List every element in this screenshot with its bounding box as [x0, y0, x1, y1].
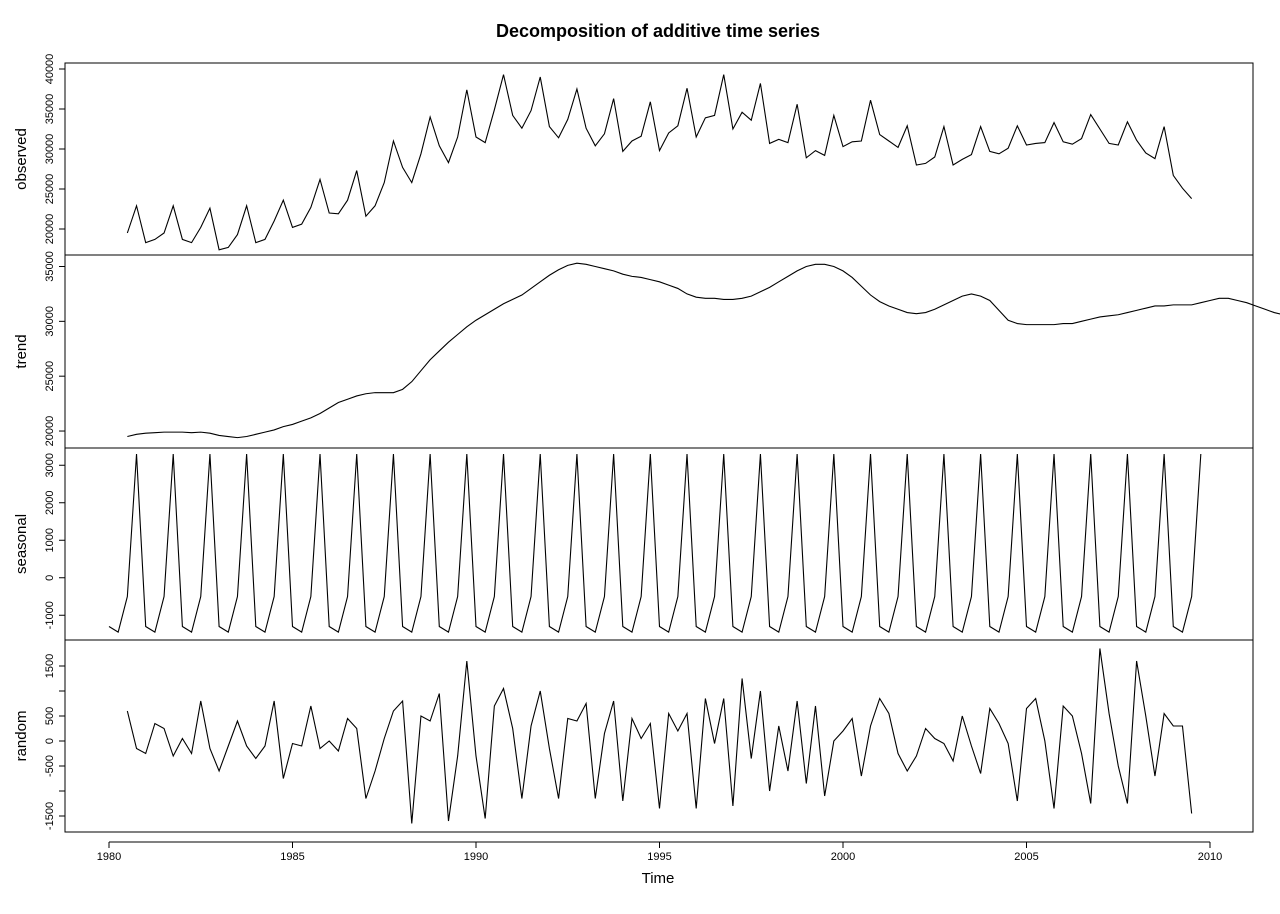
x-tick-label: 2010: [1198, 851, 1222, 863]
panel-frame-observed: [64, 62, 1254, 256]
x-tick-label: 1980: [97, 851, 121, 863]
y-tick-label-random: -500: [44, 755, 56, 777]
y-tick-label-observed: 35000: [44, 94, 56, 125]
x-tick-label: 2005: [1014, 851, 1038, 863]
y-tick-label-seasonal: 2000: [44, 491, 56, 515]
x-tick-label: 1995: [647, 851, 671, 863]
panel-trend: 20000 25000 30000 35000 trend: [13, 251, 1280, 449]
panel-frame-random: [64, 639, 1254, 833]
y-tick-label-seasonal: 1000: [44, 528, 56, 552]
y-tick-label-observed: 40000: [44, 54, 56, 85]
panel-frame-trend: [64, 254, 1254, 449]
x-tick-label: 1985: [280, 851, 304, 863]
series-line-observed: [126, 74, 1193, 251]
x-tick-label: 2000: [831, 851, 855, 863]
x-axis-title: Time: [642, 870, 675, 887]
y-tick-label-trend: 25000: [44, 361, 56, 392]
x-tick-label: 1990: [464, 851, 488, 863]
y-axis-title-seasonal: seasonal: [13, 514, 30, 574]
y-axis-title-random: random: [13, 711, 30, 762]
panels: 2000025000300003500040000observed2000025…: [13, 54, 1280, 833]
y-tick-label-trend: 20000: [44, 416, 56, 447]
y-tick-label-observed: 30000: [44, 134, 56, 165]
y-tick-label-random: 0: [44, 738, 56, 744]
y-tick-label-random: 500: [44, 707, 56, 725]
series-line-trend: [127, 262, 1280, 439]
panel-random: -1500 -500 0 500 1500 random: [13, 639, 1254, 833]
y-tick-label-trend: 35000: [44, 251, 56, 282]
panel-observed: 20000 25000 30000 35000 40000 observed: [13, 54, 1254, 256]
chart-title: Decomposition of additive time series: [496, 21, 820, 41]
y-tick-label-random: 1500: [44, 654, 56, 678]
y-tick-label-trend: 30000: [44, 306, 56, 337]
y-tick-label-random: -1500: [44, 802, 56, 830]
series-line-random: [126, 648, 1193, 824]
y-tick-label-observed: 25000: [44, 174, 56, 205]
y-axis-title-observed: observed: [13, 128, 30, 190]
y-axis-title-trend: trend: [13, 334, 30, 368]
y-tick-label-seasonal: 0: [44, 575, 56, 581]
y-tick-label-observed: 20000: [44, 214, 56, 245]
y-tick-label-seasonal: 3000: [44, 453, 56, 477]
series-line-seasonal: [108, 453, 1202, 633]
x-axis: 1980 1985 1990 1995 2000 2005 2010: [97, 841, 1222, 863]
y-tick-label-seasonal: -1000: [44, 601, 56, 629]
panel-seasonal: -1000 0 1000 2000 3000 seasonal: [13, 447, 1254, 641]
